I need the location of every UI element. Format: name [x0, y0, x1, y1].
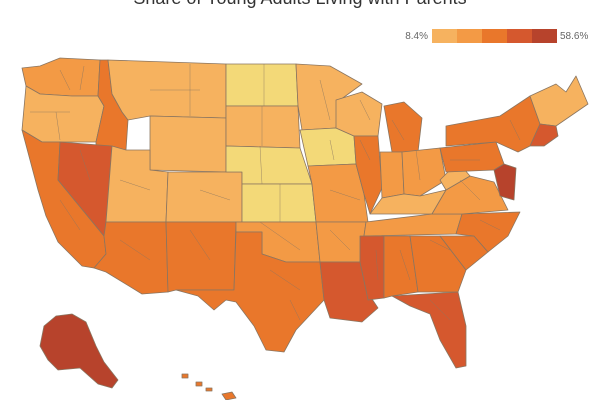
legend-swatch-5	[532, 29, 557, 43]
region-ohio[interactable]	[401, 147, 447, 197]
region-south-dakota[interactable]	[225, 105, 301, 149]
region-new-mexico[interactable]	[165, 221, 237, 293]
region-alabama[interactable]	[383, 235, 419, 299]
region-arizona[interactable]	[93, 221, 169, 295]
region-texas[interactable]	[175, 231, 325, 353]
chart-title: Share of Young Adults Living with Parent…	[0, 0, 600, 9]
region-iowa[interactable]	[299, 127, 357, 167]
region-hawaii[interactable]	[221, 391, 237, 400]
region-hawaii-2[interactable]	[195, 381, 203, 387]
region-georgia[interactable]	[409, 235, 467, 293]
region-michigan[interactable]	[383, 101, 423, 153]
region-wyoming[interactable]	[149, 115, 227, 173]
region-pennsylvania[interactable]	[439, 141, 505, 173]
legend-max-label: 58.6%	[560, 31, 589, 42]
region-new-england[interactable]	[529, 75, 589, 127]
region-kansas[interactable]	[241, 183, 317, 223]
region-north-dakota[interactable]	[225, 63, 299, 107]
district-borders	[30, 64, 521, 321]
region-tennessee[interactable]	[363, 213, 463, 237]
district-regions	[21, 57, 589, 400]
region-alaska[interactable]	[39, 313, 119, 389]
region-arkansas[interactable]	[315, 221, 367, 263]
region-mid-atlantic[interactable]	[493, 163, 517, 201]
region-hawaii-3[interactable]	[205, 387, 213, 392]
region-wisconsin[interactable]	[335, 91, 383, 137]
region-florida[interactable]	[391, 291, 467, 369]
legend-swatch-3	[482, 29, 507, 43]
region-hawaii-4[interactable]	[181, 373, 189, 379]
region-colorado[interactable]	[165, 171, 243, 223]
legend-swatch-2	[457, 29, 482, 43]
legend-swatch-1	[432, 29, 457, 43]
region-indiana[interactable]	[379, 151, 405, 199]
legend-min-label: 8.4%	[405, 31, 428, 42]
region-massachusetts-ct[interactable]	[529, 123, 559, 147]
legend-swatch-4	[507, 29, 532, 43]
